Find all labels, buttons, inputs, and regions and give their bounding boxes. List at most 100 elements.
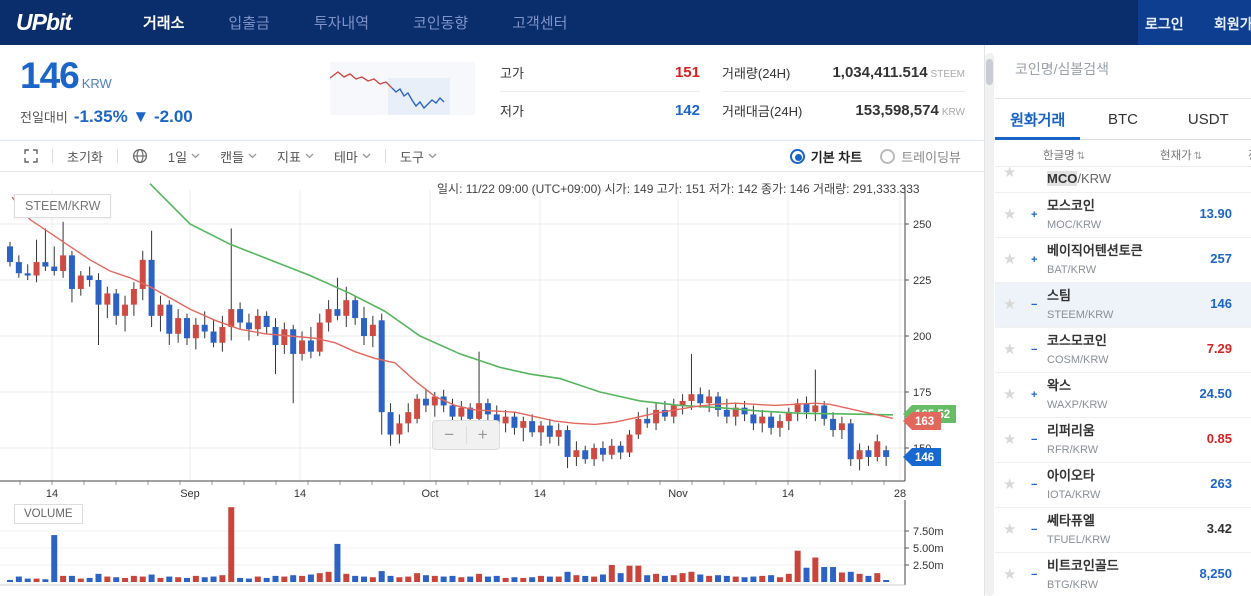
- price-tags-group: 165.52163146: [903, 405, 956, 466]
- coin-pair: TFUEL/KRW: [1047, 534, 1111, 546]
- coin-price: 7.29: [1206, 341, 1232, 356]
- ma-fast-line: [11, 196, 894, 426]
- coin-name: 리퍼리움: [1047, 423, 1095, 438]
- favorite-star-icon[interactable]: ★: [1003, 431, 1017, 448]
- join-link[interactable]: 회원가입: [1214, 16, 1251, 32]
- mini-change-icon: −: [1031, 344, 1038, 356]
- svg-text:146: 146: [915, 452, 934, 464]
- coin-name: 스팀: [1047, 288, 1071, 303]
- favorite-star-icon[interactable]: ★: [1003, 341, 1017, 358]
- dropdown-도구[interactable]: 도구: [390, 147, 447, 166]
- globe-button[interactable]: [122, 148, 158, 164]
- nav-item-1[interactable]: 입출금: [228, 15, 270, 32]
- nav-item-4[interactable]: 고객센터: [512, 15, 568, 32]
- stat-value: 142: [674, 102, 700, 119]
- zoom-out-button[interactable]: −: [444, 425, 455, 444]
- coin-pair: STEEM/KRW: [1047, 309, 1114, 321]
- coin-row-STEEM[interactable]: ★ − 스팀 STEEM/KRW 146: [995, 283, 1251, 328]
- coin-search-input[interactable]: [1015, 61, 1215, 77]
- coin-pair: BAT/KRW: [1047, 264, 1097, 276]
- stat-label: 고가: [500, 65, 524, 81]
- market-tabs: 원화거래 BTC USDT: [995, 99, 1251, 140]
- coin-row-RFR[interactable]: ★ − 리퍼리움 RFR/KRW 0.85: [995, 418, 1251, 463]
- price-summary: 146 KRW 전일대비 -1.35% ▼ -2.00 고가 151 저가 142 거래량…: [0, 45, 985, 141]
- summary-divider: [0, 140, 985, 141]
- column-price[interactable]: 현재가 ⇅: [1160, 150, 1203, 162]
- zoom-in-button[interactable]: +: [477, 425, 488, 444]
- favorite-star-icon[interactable]: ★: [1003, 386, 1017, 403]
- tab-원화거래[interactable]: 원화거래: [995, 99, 1081, 140]
- toolbar-divider: [116, 149, 118, 163]
- coin-row-partial[interactable]: ★ MCO/KRW: [995, 167, 1251, 193]
- moving-averages-group: [11, 183, 894, 426]
- coin-row-IOTA[interactable]: ★ − 아이오타 IOTA/KRW 263: [995, 463, 1251, 508]
- coin-row-BAT[interactable]: ★ + 베이직어텐션토큰 BAT/KRW 257: [995, 238, 1251, 283]
- top-nav: UPbit 거래소 입출금 투자내역 코인동향 고객센터 로그인 회원가입: [0, 0, 1251, 45]
- favorite-star-icon[interactable]: ★: [1003, 476, 1017, 493]
- nav-item-0[interactable]: 거래소: [143, 15, 185, 32]
- reset-button[interactable]: 초기화: [57, 147, 113, 166]
- svg-text:2.50m: 2.50m: [913, 560, 944, 572]
- coin-row-COSM[interactable]: ★ − 코스모코인 COSM/KRW 7.29: [995, 328, 1251, 373]
- price-value: 146: [20, 55, 80, 96]
- coin-name: 모스코인: [1047, 198, 1095, 213]
- panel-divider: [984, 45, 985, 596]
- svg-text:14: 14: [294, 488, 306, 500]
- favorite-star-icon[interactable]: ★: [1003, 296, 1017, 313]
- favorite-star-icon[interactable]: ★: [1003, 521, 1017, 538]
- dropdown-지표[interactable]: 지표: [267, 147, 324, 166]
- tab-BTC[interactable]: BTC: [1107, 110, 1138, 128]
- favorite-star-icon[interactable]: ★: [1003, 566, 1017, 583]
- dropdown-1일[interactable]: 1일: [158, 147, 210, 166]
- svg-text:7.50m: 7.50m: [913, 526, 944, 538]
- stat-row-1: 저가 142: [500, 91, 700, 129]
- nav-menu: 거래소 입출금 투자내역 코인동향 고객센터: [143, 0, 567, 45]
- radio-tradingview[interactable]: 트레이딩뷰: [880, 147, 961, 166]
- radio-basic-chart[interactable]: 기본 차트: [789, 147, 862, 166]
- svg-text:175: 175: [913, 387, 931, 399]
- coin-pair: COSM/KRW: [1047, 354, 1109, 366]
- stat-value: 153,598,574 KRW: [855, 102, 965, 119]
- chevron-down-icon: [362, 153, 371, 159]
- daily-change: 전일대비 -1.35% ▼ -2.00: [20, 107, 193, 127]
- expand-icon: [24, 149, 38, 163]
- favorite-star-icon[interactable]: ★: [1003, 206, 1017, 223]
- mini-change-icon: −: [1031, 299, 1038, 311]
- stat-value: 1,034,411.514 STEEM: [832, 63, 965, 81]
- nav-item-3[interactable]: 코인동향: [413, 15, 469, 32]
- nav-item-2[interactable]: 투자내역: [313, 15, 370, 32]
- candlestick-chart[interactable]: 25022520017515014Sep14Oct14Nov14287.50m5…: [0, 172, 985, 596]
- svg-text:14: 14: [46, 488, 58, 500]
- coin-table-header: 한글명⇅ 현재가⇅ 전일대비⇅: [995, 140, 1251, 175]
- chart-axes: 25022520017515014Sep14Oct14Nov14287.50m5…: [0, 186, 944, 586]
- chart-panel[interactable]: 25022520017515014Sep14Oct14Nov14287.50m5…: [0, 172, 985, 596]
- favorite-star-icon[interactable]: ★: [1003, 167, 1017, 181]
- upbit-logo[interactable]: UPbit: [16, 9, 72, 35]
- toolbar-divider: [384, 149, 386, 163]
- coin-row-MOC[interactable]: ★ + 모스코인 MOC/KRW 13.90: [995, 193, 1251, 238]
- favorite-star-icon[interactable]: ★: [1003, 251, 1017, 268]
- scrollbar-thumb[interactable]: [986, 59, 993, 85]
- column-name[interactable]: 한글명 ⇅: [1043, 150, 1086, 162]
- coin-list-sidebar: 원화거래 BTC USDT 한글명⇅ 현재가⇅ 전일대비⇅ ★ MCO/KRW ★ + 모스…: [985, 45, 1251, 596]
- svg-text:Oct: Oct: [421, 488, 438, 500]
- coin-row-WAXP[interactable]: ★ + 왁스 WAXP/KRW 24.50: [995, 373, 1251, 418]
- chevron-down-icon: [428, 153, 437, 159]
- login-link[interactable]: 로그인: [1145, 16, 1184, 32]
- ma-slow-line: [149, 183, 894, 416]
- mini-change-icon: +: [1031, 209, 1038, 221]
- svg-text:Nov: Nov: [668, 488, 688, 500]
- tab-USDT[interactable]: USDT: [1187, 110, 1229, 128]
- coin-pair: RFR/KRW: [1047, 444, 1099, 456]
- chevron-down-icon: [248, 153, 257, 159]
- coin-pair: MOC/KRW: [1047, 219, 1102, 231]
- radio-dot: [880, 148, 896, 164]
- fullscreen-button[interactable]: [14, 149, 48, 163]
- sidebar-scrollbar[interactable]: [985, 53, 994, 596]
- coin-row-TFUEL[interactable]: ★ − 쎄타퓨엘 TFUEL/KRW 3.42: [995, 508, 1251, 553]
- dropdown-테마[interactable]: 테마: [324, 147, 381, 166]
- coin-name: 비트코인골드: [1047, 558, 1119, 573]
- coin-name: 아이오타: [1047, 468, 1095, 483]
- dropdown-캔들[interactable]: 캔들: [210, 147, 267, 166]
- coin-row-BTG[interactable]: ★ − 비트코인골드 BTG/KRW 8,250: [995, 553, 1251, 596]
